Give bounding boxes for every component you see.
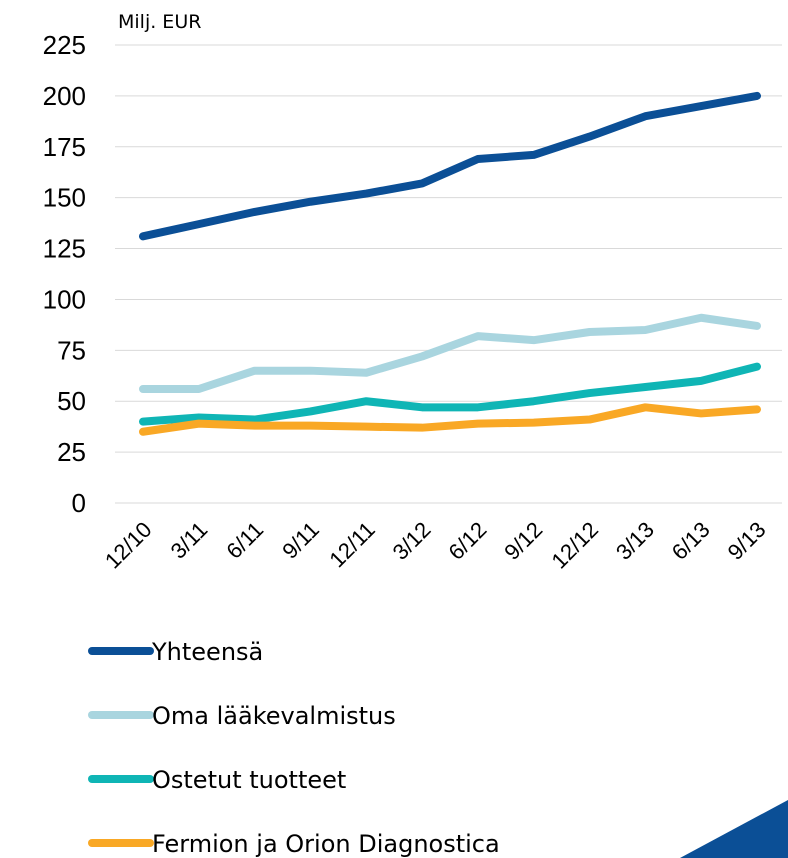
y-tick-label: 0: [72, 488, 86, 518]
series-line: [139, 362, 761, 426]
legend-label: Oma lääkevalmistus: [152, 702, 396, 730]
x-tick-label: 9/11: [277, 517, 324, 564]
legend-label: Ostetut tuotteet: [152, 766, 346, 794]
decoration: [680, 800, 788, 858]
series-line: [139, 91, 761, 241]
y-tick-label: 25: [57, 437, 86, 467]
x-tick-label: 9/13: [723, 517, 771, 565]
legend-label: Yhteensä: [151, 638, 263, 666]
x-tick-label: 3/13: [611, 517, 659, 565]
x-tick-label: 6/12: [443, 517, 491, 565]
y-tick-label: 75: [57, 335, 86, 365]
y-tick-label: 225: [43, 30, 86, 60]
y-tick-label: 150: [43, 183, 86, 213]
x-tick-label: 3/12: [388, 517, 436, 565]
x-tick-label: 12/11: [324, 517, 379, 572]
y-tick-label: 200: [43, 81, 86, 111]
x-tick-label: 12/10: [100, 517, 157, 574]
y-tick-label: 100: [43, 284, 86, 314]
x-tick-label: 9/12: [499, 517, 547, 565]
y-tick-label: 175: [43, 132, 86, 162]
x-tick-label: 3/11: [166, 517, 213, 564]
legend-label: Fermion ja Orion Diagnostica: [152, 830, 500, 858]
y-tick-label: 125: [43, 234, 86, 264]
series-line: [139, 403, 761, 436]
y-tick-label: 50: [57, 386, 86, 416]
x-tick-label: 6/13: [667, 517, 715, 565]
x-tick-label: 12/12: [546, 517, 603, 574]
y-axis-label: Milj. EUR: [118, 11, 201, 33]
x-tick-label: 6/11: [221, 517, 268, 564]
series-line: [139, 313, 761, 394]
